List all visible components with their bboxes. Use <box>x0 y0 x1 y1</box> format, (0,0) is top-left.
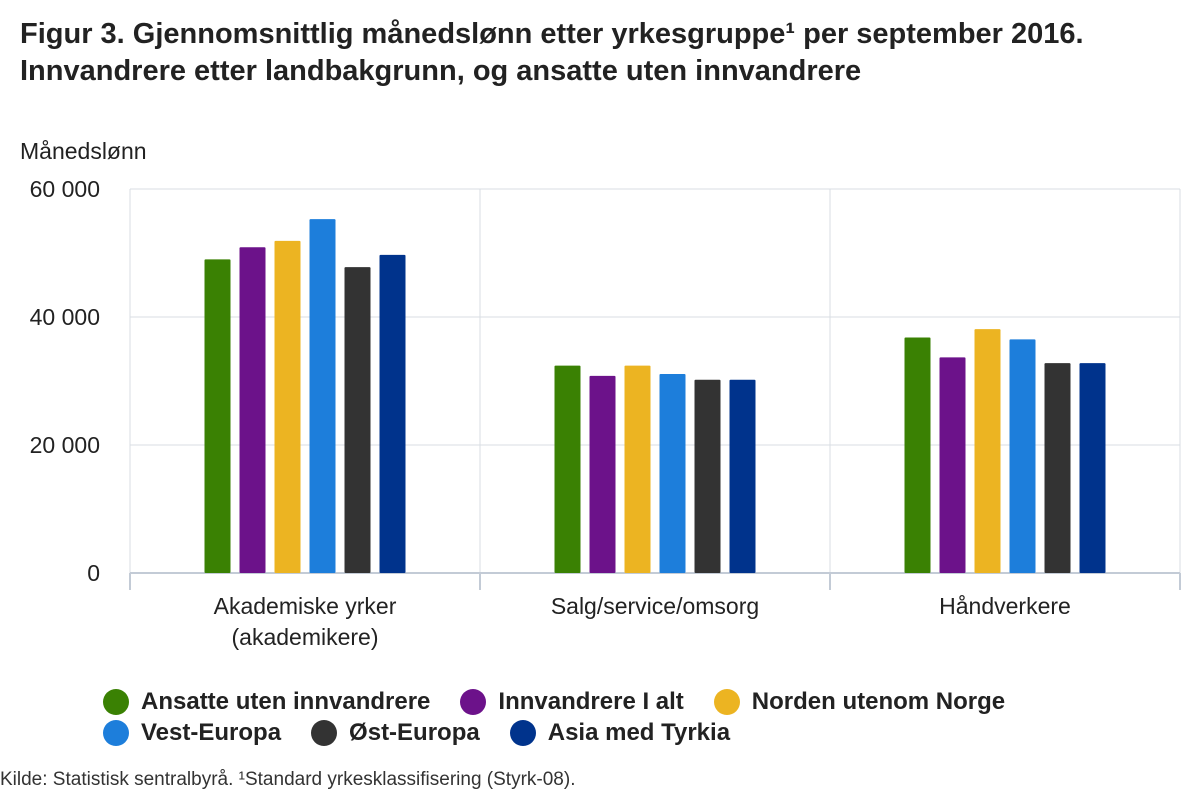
legend-item-asia-med-tyrkia[interactable]: Asia med Tyrkia <box>509 718 731 747</box>
bar <box>239 247 266 574</box>
bar <box>309 219 336 573</box>
legend-swatch <box>103 688 129 715</box>
legend-swatch <box>713 688 740 715</box>
y-tick-label: 20 000 <box>30 432 100 458</box>
bar <box>1044 363 1071 573</box>
bar <box>974 329 1001 573</box>
legend-label: Ansatte uten innvandrere <box>141 687 431 715</box>
bar <box>624 365 651 573</box>
bar <box>1009 339 1036 573</box>
y-tick-label: 0 <box>87 560 100 586</box>
bar <box>204 259 231 573</box>
legend-item-innvandrere-i-alt[interactable]: Innvandrere I alt <box>460 687 684 716</box>
y-tick-label: 40 000 <box>30 304 100 330</box>
bar <box>1079 363 1106 573</box>
chart-title: Figur 3. Gjennomsnittlig månedslønn ette… <box>20 18 1084 87</box>
legend-swatch <box>103 719 129 746</box>
bar <box>274 240 301 573</box>
source-note: Kilde: Statistisk sentralbyrå. ¹Standard… <box>0 769 576 790</box>
legend-item-norden-utenom-norge[interactable]: Norden utenom Norge <box>713 687 1006 716</box>
legend-item-ost-europa[interactable]: Øst-Europa <box>311 719 480 747</box>
x-tick-label: Håndverkere <box>939 593 1071 619</box>
legend-label: Øst-Europa <box>349 718 480 746</box>
legend-swatch <box>311 719 338 746</box>
legend-label: Asia med Tyrkia <box>547 718 731 746</box>
bar <box>729 379 756 573</box>
legend-item-ansatte-uten-innvandrere[interactable]: Ansatte uten innvandrere <box>103 688 430 716</box>
legend-label: Vest-Europa <box>141 718 282 746</box>
bar <box>589 375 616 573</box>
y-axis-label: Månedslønn <box>20 138 147 164</box>
bar <box>554 365 581 573</box>
bar <box>694 379 721 573</box>
legend: Ansatte uten innvandrere Innvandrere I a… <box>103 686 1153 748</box>
x-tick-label: Akademiske yrker <box>214 593 397 619</box>
legend-row: Vest-Europa Øst-Europa Asia med Tyrkia <box>103 717 1153 748</box>
legend-swatch <box>509 719 536 746</box>
bar <box>659 373 686 573</box>
y-tick-label: 60 000 <box>30 176 100 202</box>
legend-item-vest-europa[interactable]: Vest-Europa <box>103 719 281 747</box>
bar <box>344 267 371 573</box>
bar <box>379 254 406 574</box>
x-tick-label: Salg/service/omsorg <box>551 593 759 619</box>
legend-row: Ansatte uten innvandrere Innvandrere I a… <box>103 686 1153 717</box>
bar-chart: 0 20 000 40 000 60 000 Akademiske yrker (akad… <box>30 176 1181 650</box>
x-tick-label: (akademikere) <box>232 624 379 650</box>
legend-label: Norden utenom Norge <box>751 687 1006 715</box>
legend-swatch <box>460 688 487 715</box>
legend-label: Innvandrere I alt <box>498 687 684 715</box>
bar <box>939 357 966 573</box>
bar <box>904 337 931 573</box>
